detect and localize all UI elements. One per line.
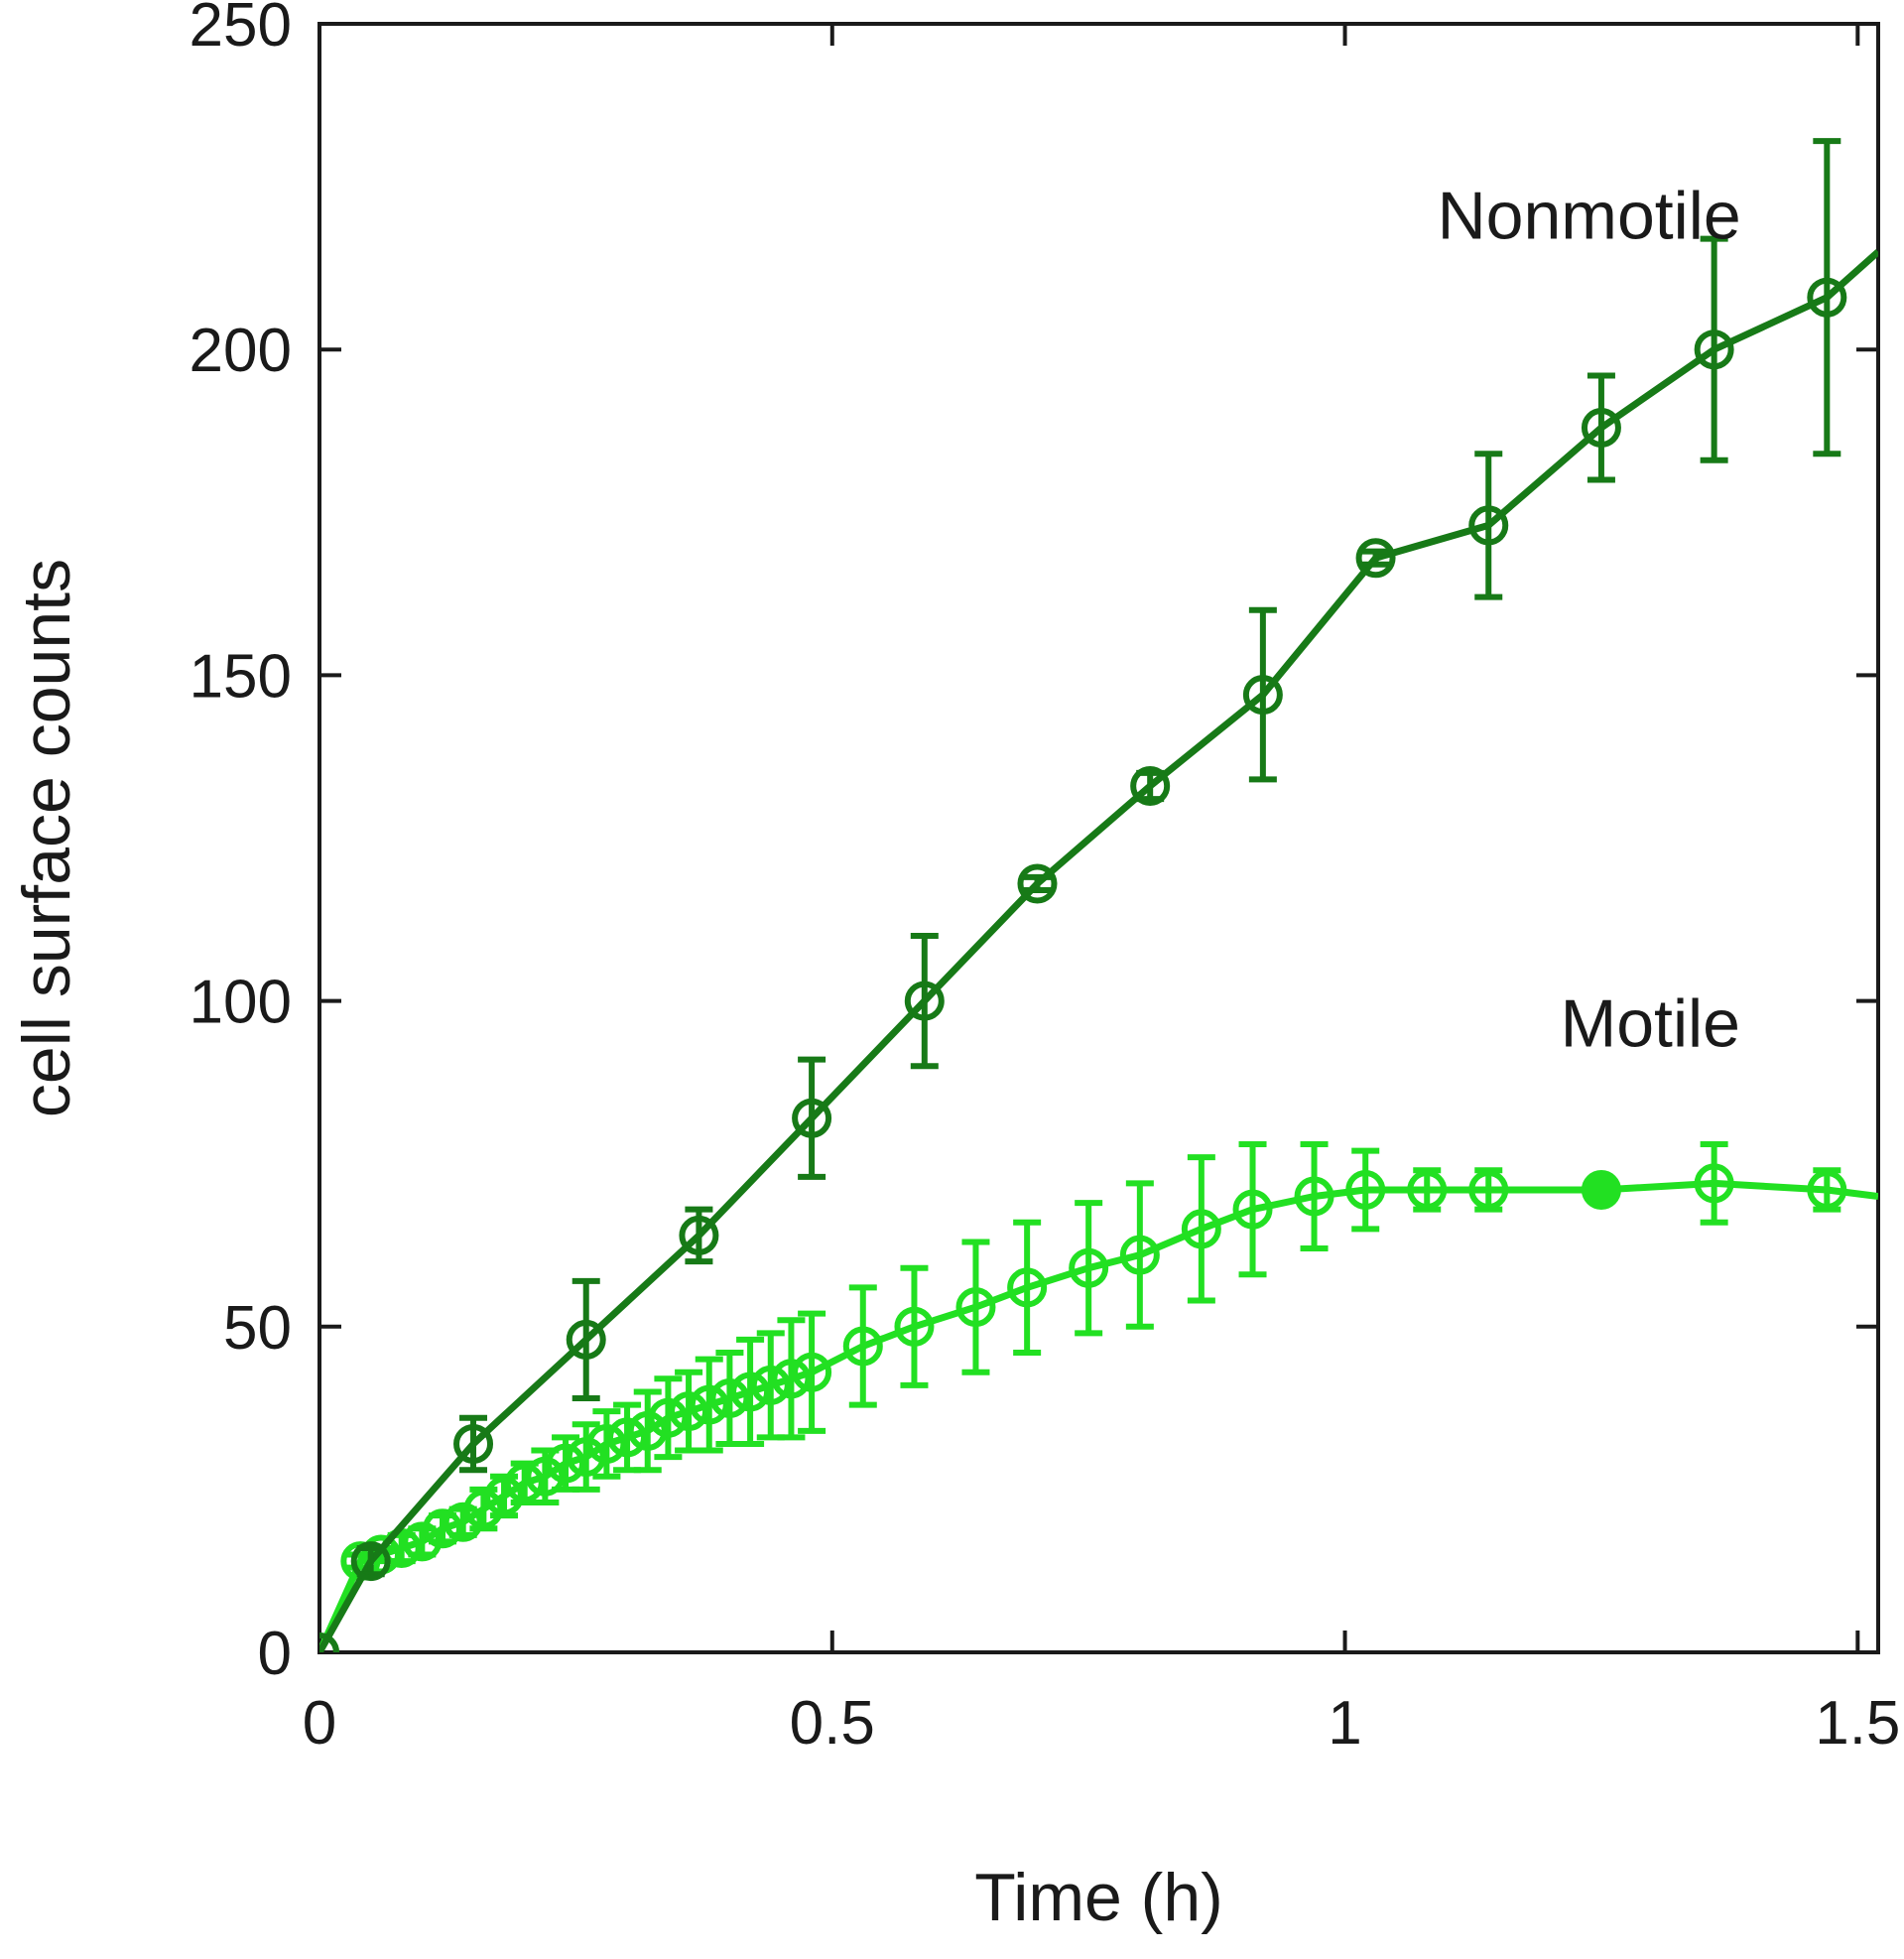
nonmotile-line (319, 249, 1878, 1652)
plot-frame-group (317, 22, 1880, 1654)
y-tick-label: 50 (223, 1294, 292, 1363)
motile-point (648, 1397, 689, 1438)
y-tick-label: 0 (258, 1620, 292, 1688)
nonmotile-point (1130, 765, 1171, 806)
y-tick-label: 100 (190, 969, 292, 1037)
x-tick-label: 1.5 (1815, 1689, 1900, 1758)
motile-point (1069, 1247, 1109, 1288)
motile-point (955, 1287, 996, 1328)
motile-point (1119, 1235, 1160, 1275)
y-tick-label: 150 (190, 642, 292, 711)
motile-point (546, 1443, 586, 1484)
plot-frame (317, 22, 1880, 1654)
nonmotile-series (319, 138, 1878, 1652)
motile-point (669, 1391, 709, 1432)
motile-point (463, 1489, 504, 1529)
motile-point (709, 1378, 750, 1419)
motile-point (566, 1437, 606, 1478)
motile-point (607, 1417, 648, 1458)
motile-point (1581, 1169, 1621, 1210)
nonmotile-point (792, 1098, 832, 1138)
motile-point (627, 1410, 668, 1451)
motile-point (1807, 1169, 1847, 1210)
motile-point (792, 1352, 832, 1392)
nonmotile-point (1017, 863, 1058, 904)
nonmotile-point (350, 1541, 391, 1582)
motile-point (423, 1508, 463, 1549)
motile-point (730, 1371, 771, 1412)
nonmotile-point (1242, 675, 1283, 716)
motile-point (1694, 1163, 1734, 1204)
motile-point (1345, 1169, 1386, 1210)
motile-point (1007, 1267, 1048, 1308)
motile-point (689, 1384, 729, 1425)
motile-point (1294, 1176, 1334, 1217)
y-tick-label: 200 (190, 317, 292, 385)
motile-point (842, 1326, 883, 1367)
motile-point (1407, 1169, 1448, 1210)
motile-point (504, 1463, 545, 1503)
motile-point (443, 1502, 483, 1542)
nonmotile-point (1807, 277, 1847, 318)
x-tick-label: 0.5 (790, 1689, 875, 1758)
motile-series (319, 1141, 1878, 1652)
nonmotile-point (566, 1319, 606, 1360)
nonmotile-point (679, 1215, 719, 1255)
series-group (319, 138, 1878, 1652)
motile-annotation: Motile (1561, 986, 1740, 1062)
x-tick-label: 0 (303, 1689, 336, 1758)
motile-point (525, 1456, 566, 1497)
nonmotile-point (1581, 407, 1621, 448)
nonmotile-point (1355, 538, 1396, 579)
x-tick-label: 1 (1328, 1689, 1361, 1758)
motile-point (750, 1365, 791, 1405)
nonmotile-point (1468, 505, 1509, 546)
motile-point (586, 1423, 627, 1464)
motile-point (484, 1476, 525, 1516)
motile-point (771, 1359, 812, 1399)
x-axis-title: Time (h) (974, 1860, 1223, 1935)
labels-group: cell surface counts Time (h) Nonmotile Mo… (9, 179, 1741, 1935)
nonmotile-point (453, 1423, 494, 1464)
nonmotile-annotation: Nonmotile (1438, 179, 1741, 254)
y-axis-title: cell surface counts (9, 559, 84, 1117)
motile-line (319, 1179, 1878, 1652)
y-tick-label: 250 (190, 0, 292, 60)
nonmotile-point (904, 980, 945, 1021)
motile-point (1232, 1189, 1273, 1230)
motile-point (1468, 1169, 1509, 1210)
nonmotile-point (1694, 329, 1734, 370)
motile-point (1181, 1209, 1221, 1249)
axis-ticks-group: 0 50 100 150 200 250 0 0.5 1 1.5 (190, 0, 1901, 1758)
motile-point (894, 1306, 935, 1347)
motile-point (402, 1521, 443, 1562)
